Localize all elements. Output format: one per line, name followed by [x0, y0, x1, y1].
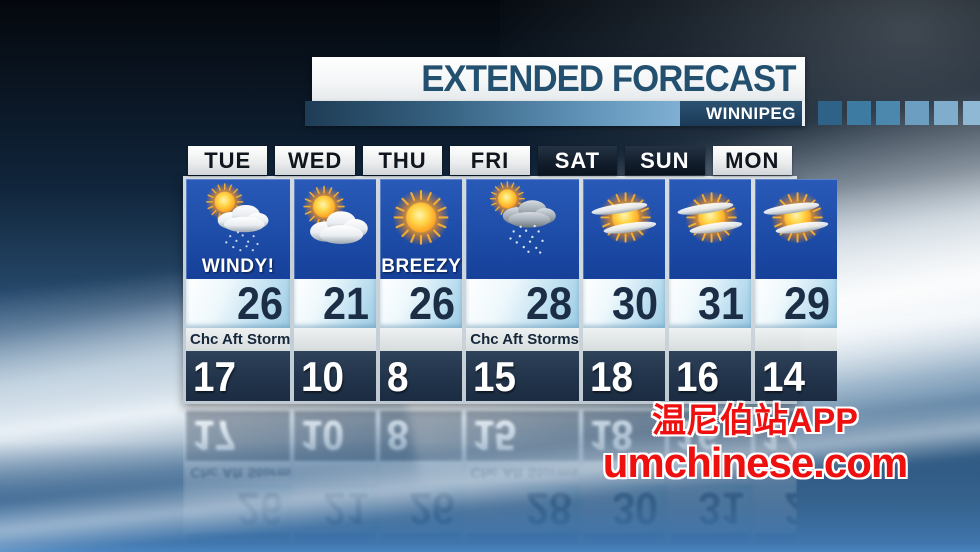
accent-square: [963, 101, 980, 125]
day-tab-fri: FRI: [450, 146, 530, 175]
forecast-day-column: 30 18: [582, 179, 665, 401]
day-tab-sun: SUN: [625, 146, 705, 175]
watermark: 温尼伯站APP umchinese.com: [585, 402, 925, 487]
day-tab-sat: SAT: [537, 146, 618, 175]
sky-panel: [582, 179, 665, 279]
low-temp: 18: [582, 351, 665, 401]
detail-label: [380, 328, 463, 351]
detail-label: [582, 328, 665, 351]
accent-squares: [818, 101, 980, 125]
location-label: WINNIPEG: [680, 101, 802, 126]
sky-panel: [754, 179, 837, 279]
high-temp: 31: [668, 279, 751, 329]
watermark-line1: 温尼伯站APP: [652, 402, 858, 440]
accent-square: [847, 101, 871, 125]
watermark-line2: umchinese.com: [602, 439, 908, 487]
high-temp: 29: [754, 279, 837, 329]
header-gradient-bar: [305, 101, 680, 126]
forecast-day-column: WINDY! 26 Chc Aft Storm 17: [186, 179, 291, 401]
low-temp: 15: [466, 351, 579, 401]
condition-label: WINDY!: [201, 256, 275, 277]
low-temp: 17: [186, 351, 291, 401]
sunny-icon: [380, 180, 462, 258]
sun-streak-cloud-icon: [669, 180, 751, 258]
forecast-day-column: 31 16: [668, 179, 751, 401]
day-tab-thu: THU: [362, 146, 443, 175]
forecast-day-column: 21 10: [294, 179, 377, 401]
forecast-columns: WINDY! 26 Chc Aft Storm 17 21 10 BREEZY …: [183, 176, 837, 404]
low-temp: 8: [380, 351, 463, 401]
low-temp: 14: [754, 351, 837, 401]
low-temp: 16: [668, 351, 751, 401]
high-temp: 21: [294, 279, 377, 329]
sky-panel: WINDY!: [186, 179, 291, 279]
condition-label: BREEZY: [381, 256, 462, 277]
sky-panel: [668, 179, 751, 279]
sky-panel: [466, 179, 579, 279]
detail-label: [754, 328, 837, 351]
accent-square: [934, 101, 958, 125]
high-temp: 26: [186, 279, 291, 329]
detail-label: [668, 328, 751, 351]
forecast-day-column: 28 Chc Aft Storms 15: [466, 179, 579, 401]
sun-cloud-rain-icon: [197, 180, 279, 258]
detail-label: Chc Aft Storms: [466, 328, 579, 351]
sky-panel: [294, 179, 377, 279]
high-temp: 26: [380, 279, 463, 329]
header-substrip: WINNIPEG: [305, 101, 805, 126]
forecast-day-column: BREEZY 26 8: [380, 179, 463, 401]
detail-label: Chc Aft Storm: [186, 328, 291, 351]
forecast-day-column: 29 14: [754, 179, 837, 401]
day-tabs-row: TUE WED THU FRI SAT SUN MON: [183, 146, 797, 175]
day-tab-mon: MON: [712, 146, 792, 175]
accent-square: [905, 101, 929, 125]
sun-cloud-icon: [294, 180, 376, 258]
detail-label: [294, 328, 377, 351]
high-temp: 30: [582, 279, 665, 329]
low-temp: 10: [294, 351, 377, 401]
high-temp: 28: [466, 279, 579, 329]
sky-panel: BREEZY: [380, 179, 463, 279]
sun-streak-cloud-icon: [583, 180, 665, 258]
header-banner: EXTENDED FORECAST: [312, 57, 805, 101]
sun-streak-cloud-icon: [755, 180, 837, 258]
page-title: EXTENDED FORECAST: [421, 58, 796, 99]
accent-square: [818, 101, 842, 125]
accent-square: [876, 101, 900, 125]
day-tab-tue: TUE: [188, 146, 268, 175]
day-tab-wed: WED: [275, 146, 355, 175]
forecast-panel: TUE WED THU FRI SAT SUN MON WINDY! 26 Chc Aft …: [183, 146, 837, 404]
sun-dark-cloud-rain-icon: [482, 180, 564, 258]
